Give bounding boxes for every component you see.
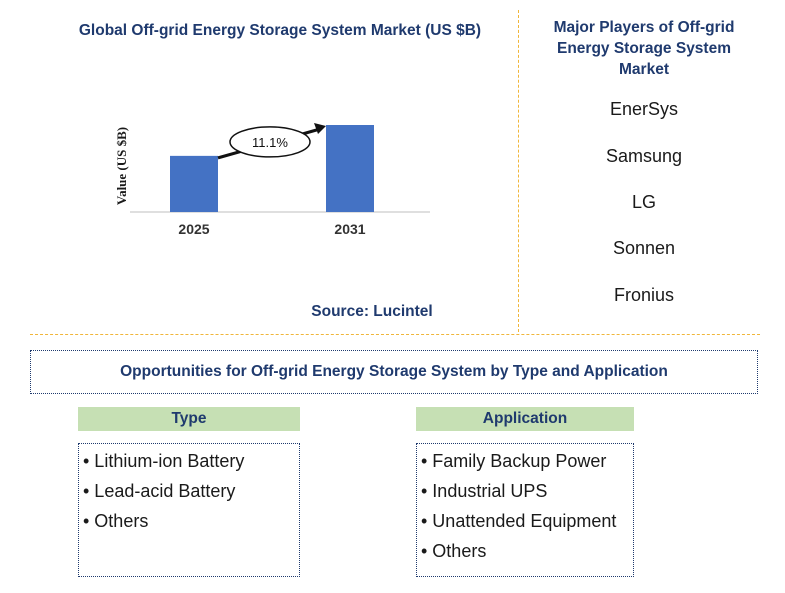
- player-sonnen: Sonnen: [612, 238, 676, 258]
- player-fronius: Fronius: [613, 285, 675, 305]
- chart-title: Global Off-grid Energy Storage System Ma…: [78, 22, 482, 39]
- source-note: Source: Lucintel: [311, 303, 433, 320]
- bar-2025: [170, 155, 218, 212]
- type-item: • Lead-acid Battery: [83, 481, 236, 501]
- application-item: • Family Backup Power: [421, 451, 607, 471]
- players-title: Major Players of Off-grid Energy Storage…: [553, 19, 735, 78]
- horizontal-divider: [30, 334, 760, 335]
- cagr-label: 11.1%: [252, 135, 288, 150]
- x-tick-label: 2025: [178, 221, 209, 237]
- application-item: • Unattended Equipment: [421, 511, 617, 531]
- vertical-divider: [518, 10, 519, 332]
- application-item: • Others: [421, 541, 487, 561]
- growth-arrow-head: [314, 123, 326, 134]
- type-list: • Lithium-ion Battery • Lead-acid Batter…: [78, 443, 300, 577]
- application-list: • Family Backup Power • Industrial UPS •…: [416, 443, 634, 577]
- bar-2031: [326, 125, 374, 212]
- type-item: • Lithium-ion Battery: [83, 451, 245, 471]
- opportunities-title: Opportunities for Off-grid Energy Storag…: [30, 350, 758, 394]
- type-item: • Others: [83, 511, 149, 531]
- player-lg: LG: [631, 192, 656, 212]
- x-tick-label: 2031: [334, 221, 365, 237]
- y-axis-label: Value (US $B): [114, 127, 129, 205]
- application-item: • Industrial UPS: [421, 481, 548, 501]
- player-enersys: EnerSys: [609, 99, 679, 119]
- player-samsung: Samsung: [605, 146, 683, 166]
- bar-chart: Value (US $B) 2025 2031 11.1%: [114, 123, 430, 237]
- cagr-ellipse: [229, 126, 311, 158]
- type-header: Type: [78, 407, 300, 431]
- application-header: Application: [416, 407, 634, 431]
